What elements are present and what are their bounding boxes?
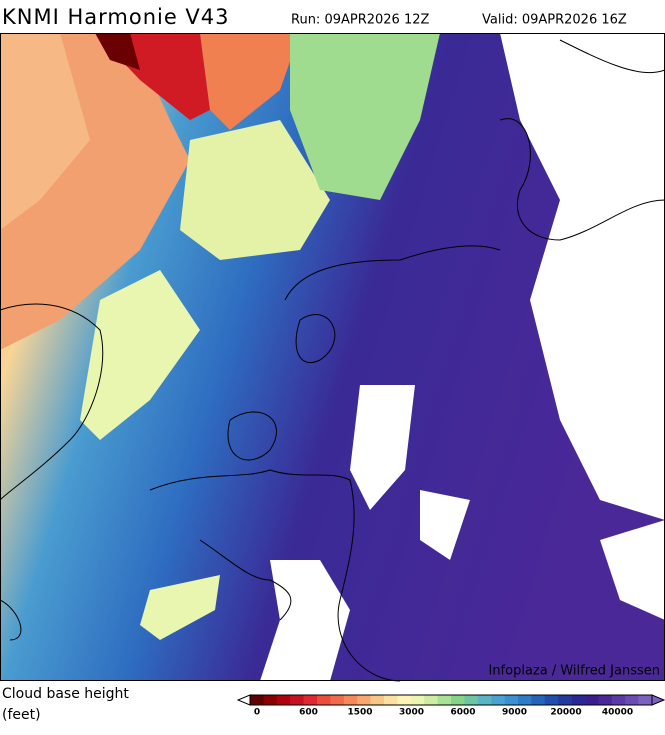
colorbar-label: 0 — [254, 708, 260, 718]
legend-swatch — [451, 695, 465, 705]
legend-swatch — [518, 695, 532, 705]
map — [0, 33, 665, 682]
legend-swatch — [571, 695, 586, 705]
colorbar-label: 3000 — [399, 708, 424, 718]
no-cloud — [600, 520, 665, 620]
legend-swatch — [638, 695, 653, 705]
field-region — [200, 33, 300, 130]
legend-swatch — [370, 695, 385, 705]
legend-title: (feet) — [2, 707, 41, 723]
legend-swatch — [263, 695, 278, 705]
valid-time: Valid: 09APR2026 16Z — [482, 13, 627, 28]
no-cloud — [420, 490, 470, 560]
legend-swatch — [397, 695, 412, 705]
legend-swatch — [598, 695, 613, 705]
legend-swatch — [410, 695, 425, 705]
legend-swatch — [531, 695, 546, 705]
coastlines — [0, 39, 665, 682]
no-cloud — [350, 385, 415, 510]
legend-swatch — [317, 695, 331, 705]
legend-swatch — [343, 695, 358, 705]
legend-swatch — [464, 695, 479, 705]
legend-title: Cloud base height — [2, 686, 129, 702]
legend-swatch — [250, 695, 264, 705]
colorbar-arrow — [651, 694, 665, 706]
colorbar-arrow — [236, 694, 251, 706]
legend-swatch — [330, 695, 345, 705]
legend-swatch — [290, 695, 304, 705]
colorbar-label: 1500 — [347, 708, 372, 718]
no-cloud — [500, 33, 665, 520]
field-region — [180, 120, 330, 260]
field-region — [0, 33, 90, 230]
no-cloud — [260, 560, 350, 681]
legend-swatch — [424, 695, 438, 705]
field-region — [95, 33, 140, 70]
field-region — [80, 270, 200, 440]
colorbar-label: 20000 — [550, 708, 581, 718]
map-title: KNMI Harmonie V43 — [2, 5, 230, 29]
colorbar-label: 6000 — [450, 708, 475, 718]
legend-swatch — [544, 695, 559, 705]
colorbar-frame — [249, 694, 653, 706]
legend-swatch — [276, 695, 291, 705]
legend-swatch — [477, 695, 492, 705]
legend-swatch — [504, 695, 519, 705]
legend-swatch — [437, 695, 452, 705]
legend-swatch — [491, 695, 505, 705]
field-region — [140, 575, 220, 640]
field-region — [290, 33, 440, 200]
colorbar: 0 600 1500 3000 6000 9000 20000 40000 — [236, 694, 665, 718]
colorbar-label: 9000 — [502, 708, 527, 718]
legend-swatch — [585, 695, 599, 705]
run-time: Run: 09APR2026 12Z — [291, 13, 430, 28]
legend-swatch — [611, 695, 626, 705]
legend-swatch — [303, 695, 318, 705]
credit: Infoplaza / Wilfred Janssen — [488, 664, 660, 679]
legend-swatch — [357, 695, 371, 705]
legend-swatch — [384, 695, 398, 705]
colorbar-label: 600 — [299, 708, 318, 718]
colorbar-label: 40000 — [602, 708, 633, 718]
legend-swatch — [625, 695, 639, 705]
legend-swatch — [558, 695, 572, 705]
